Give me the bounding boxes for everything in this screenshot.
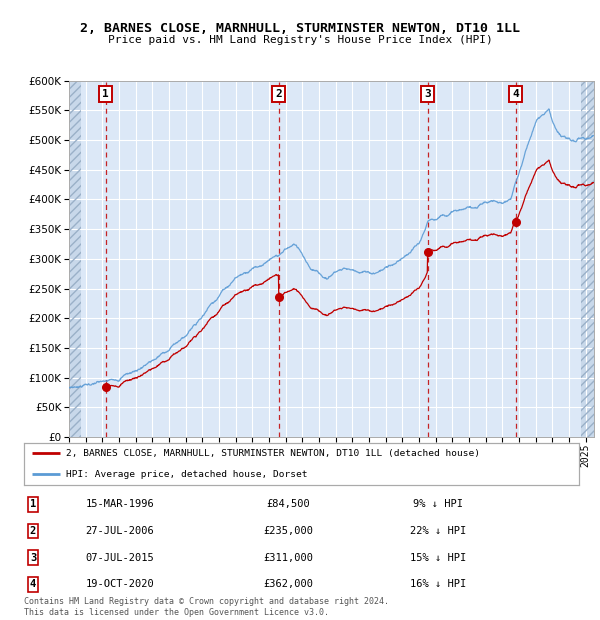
Bar (69, 81, 80, 437)
Text: 2, BARNES CLOSE, MARNHULL, STURMINSTER NEWTON, DT10 1LL (detached house): 2, BARNES CLOSE, MARNHULL, STURMINSTER N… (65, 449, 479, 458)
Text: 2: 2 (275, 89, 282, 99)
Text: 15-MAR-1996: 15-MAR-1996 (86, 499, 154, 510)
Bar (581, 81, 594, 437)
Text: 15% ↓ HPI: 15% ↓ HPI (410, 552, 466, 563)
Text: £84,500: £84,500 (266, 499, 310, 510)
Text: £311,000: £311,000 (263, 552, 313, 563)
Text: 27-JUL-2006: 27-JUL-2006 (86, 526, 154, 536)
Text: 2, BARNES CLOSE, MARNHULL, STURMINSTER NEWTON, DT10 1LL: 2, BARNES CLOSE, MARNHULL, STURMINSTER N… (80, 22, 520, 35)
Text: 16% ↓ HPI: 16% ↓ HPI (410, 579, 466, 590)
Text: Contains HM Land Registry data © Crown copyright and database right 2024.
This d: Contains HM Land Registry data © Crown c… (24, 598, 389, 617)
Text: Price paid vs. HM Land Registry's House Price Index (HPI): Price paid vs. HM Land Registry's House … (107, 35, 493, 45)
Bar (581, 81, 594, 437)
Text: 2: 2 (30, 526, 36, 536)
Text: 1: 1 (30, 499, 36, 510)
Text: £235,000: £235,000 (263, 526, 313, 536)
Text: 07-JUL-2015: 07-JUL-2015 (86, 552, 154, 563)
Text: HPI: Average price, detached house, Dorset: HPI: Average price, detached house, Dors… (65, 470, 307, 479)
Text: 19-OCT-2020: 19-OCT-2020 (86, 579, 154, 590)
Text: 4: 4 (512, 89, 519, 99)
Text: 3: 3 (30, 552, 36, 563)
Text: 1: 1 (103, 89, 109, 99)
Text: 9% ↓ HPI: 9% ↓ HPI (413, 499, 463, 510)
Text: 22% ↓ HPI: 22% ↓ HPI (410, 526, 466, 536)
Text: £362,000: £362,000 (263, 579, 313, 590)
Bar (69, 81, 80, 437)
Text: 4: 4 (30, 579, 36, 590)
Text: 3: 3 (424, 89, 431, 99)
